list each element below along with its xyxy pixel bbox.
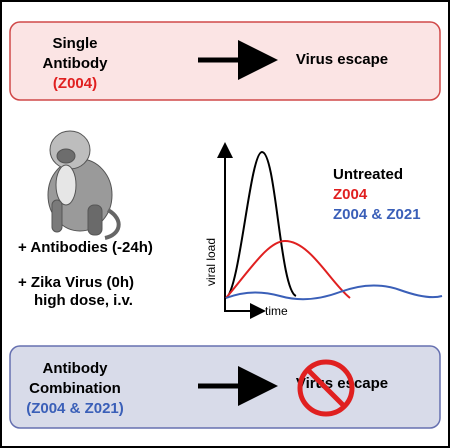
outcome-label: Virus escape <box>296 375 388 392</box>
antibody-label: (Z004 & Z021) <box>26 400 124 417</box>
panel-title: Antibody <box>43 360 109 377</box>
panel-title: Antibody <box>43 55 109 72</box>
treatment-text: + Antibodies (-24h) <box>18 239 153 256</box>
outcome-label: Virus escape <box>296 51 388 68</box>
x-axis-label: time <box>265 304 288 318</box>
panel-title: Combination <box>29 380 121 397</box>
monkey-illustration <box>47 130 121 240</box>
curve <box>225 284 443 301</box>
panel-title: Single <box>52 35 97 52</box>
curve <box>225 239 351 299</box>
legend-entry: Untreated <box>333 166 403 183</box>
antibody-label: (Z004) <box>53 75 97 92</box>
legend-entry: Z004 <box>333 186 368 203</box>
legend-entry: Z004 & Z021 <box>333 206 421 223</box>
y-axis-label: viral load <box>204 238 218 286</box>
treatment-text: high dose, i.v. <box>34 292 133 309</box>
treatment-text: + Zika Virus (0h) <box>18 274 134 291</box>
prohibition-sign <box>297 359 355 417</box>
curve <box>225 150 297 299</box>
